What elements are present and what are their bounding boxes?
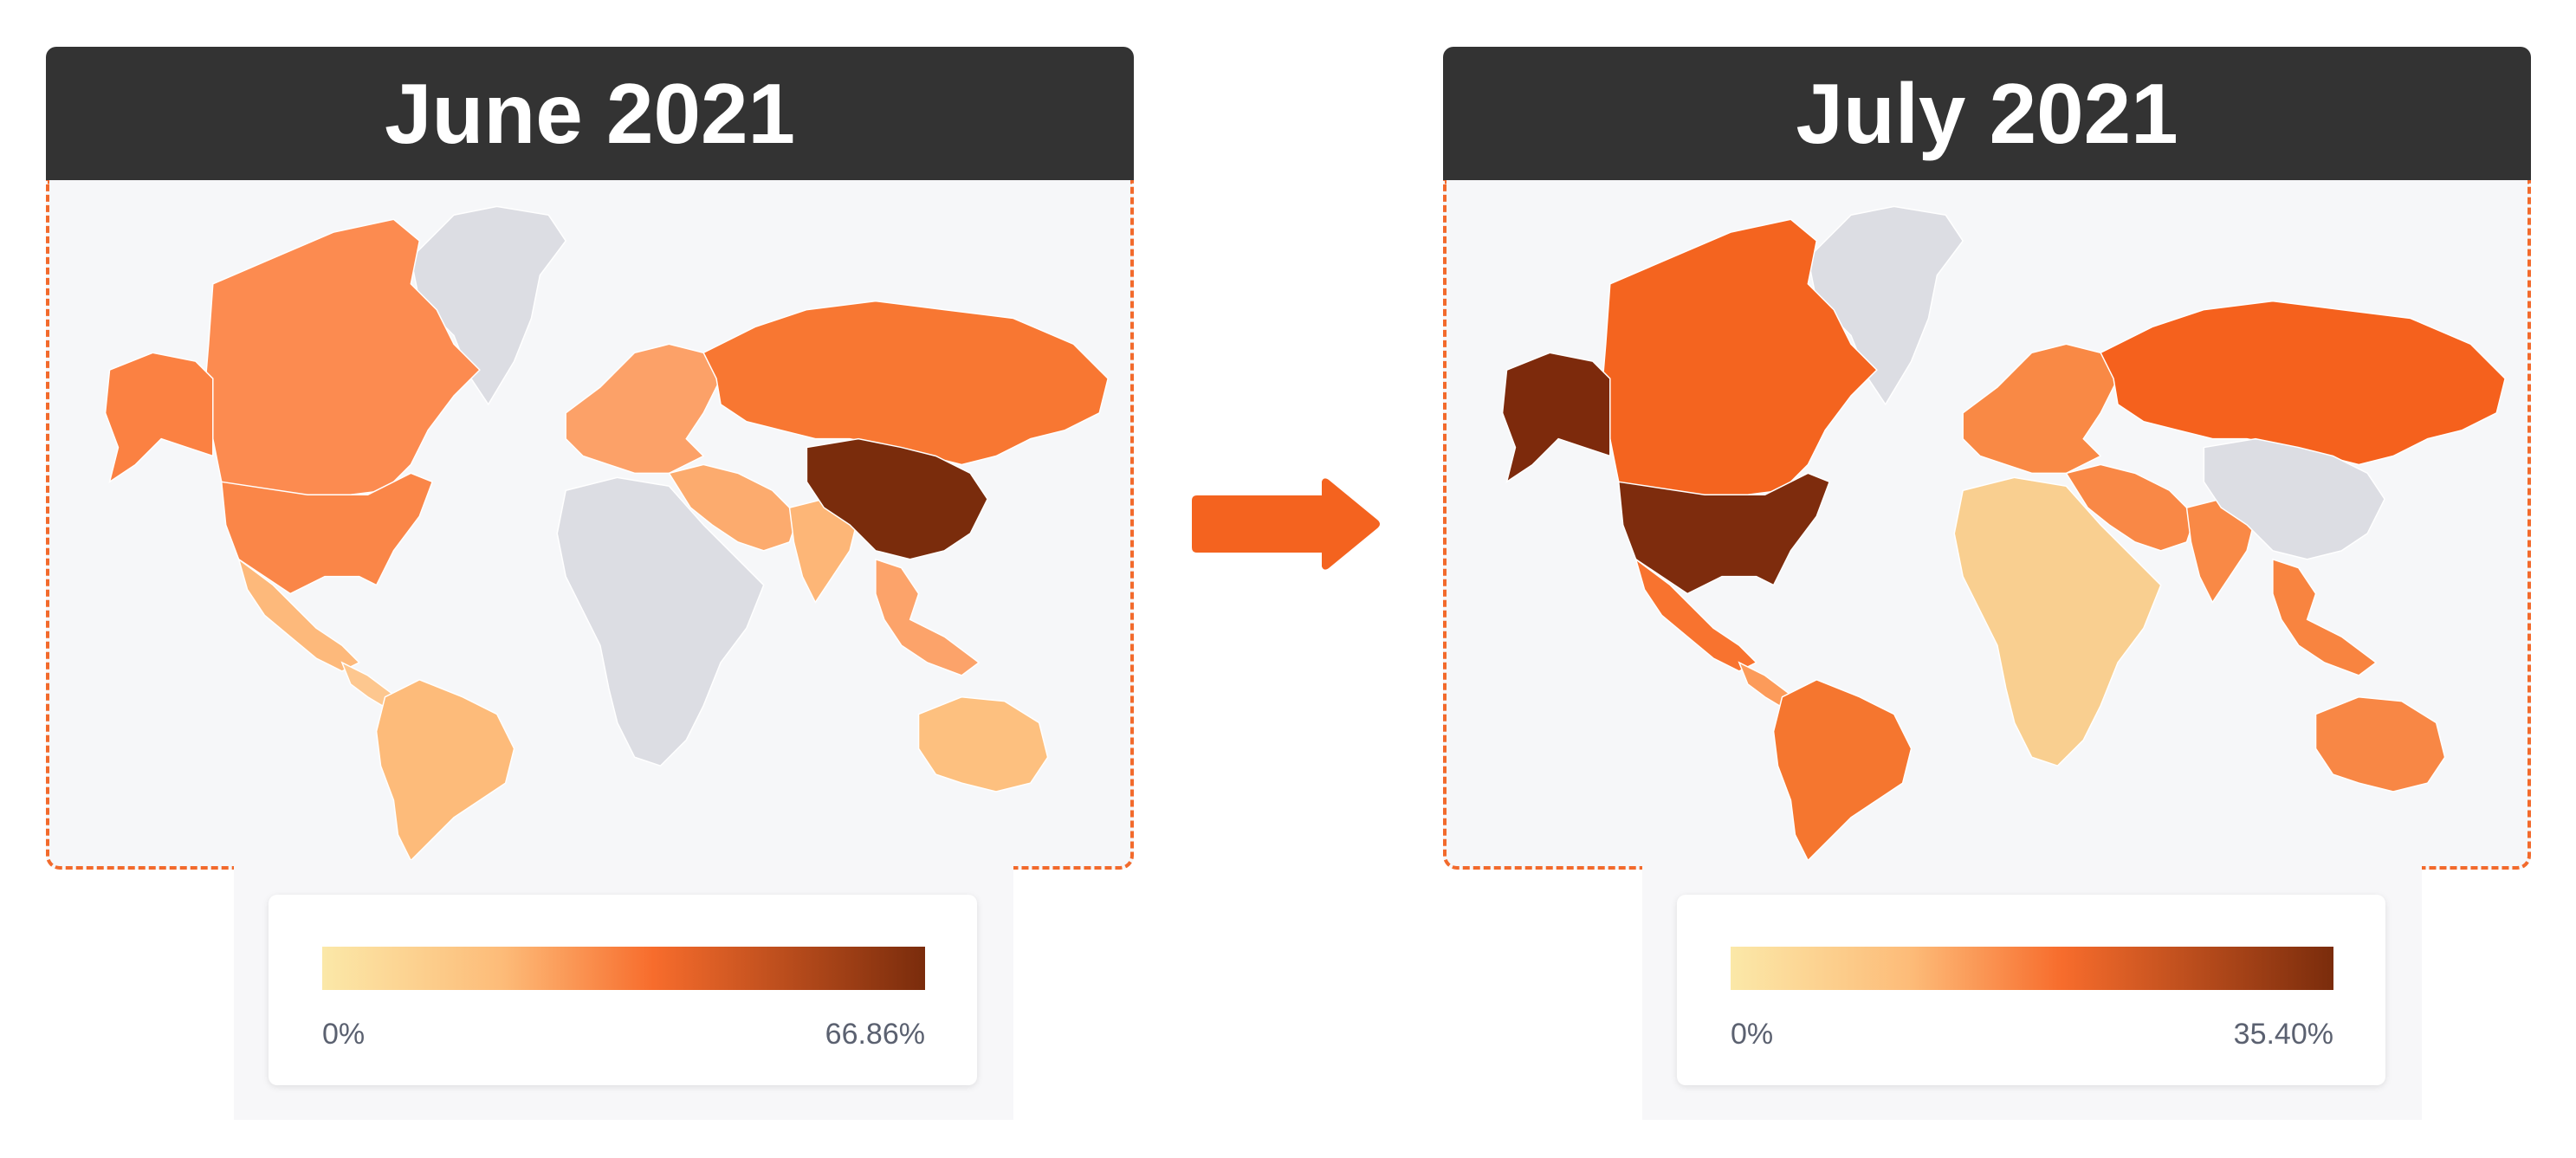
legend-min-label: 0%	[322, 1018, 366, 1051]
panel-title: June 2021	[385, 65, 795, 161]
region-africa	[1953, 476, 2162, 767]
region-middle-east	[668, 463, 799, 552]
region-alaska	[104, 352, 214, 483]
region-europe	[1962, 343, 2119, 475]
panel-title-bar: July 2021	[1443, 47, 2531, 180]
legend-max-label: 66.86%	[825, 1018, 925, 1051]
panel-title-bar: June 2021	[46, 47, 1134, 180]
world-map-svg	[1501, 205, 2506, 862]
region-north-america	[204, 218, 481, 500]
july-legend: 0% 35.40%	[1642, 860, 2422, 1120]
region-south-america	[1772, 679, 1913, 862]
region-middle-east	[2065, 463, 2197, 552]
june-map-panel: June 2021	[46, 47, 1134, 870]
region-south-america	[375, 679, 515, 862]
region-china	[2203, 437, 2385, 560]
arrow-shape	[1192, 478, 1380, 570]
region-europe	[565, 343, 722, 475]
legend-max-label: 35.40%	[2233, 1018, 2333, 1051]
july-map-panel: July 2021	[1443, 47, 2531, 870]
june-legend: 0% 66.86%	[234, 860, 1013, 1120]
region-north-america	[1601, 218, 1878, 500]
region-australia	[2314, 695, 2446, 792]
region-china	[806, 437, 988, 560]
color-scale-bar	[322, 947, 925, 990]
arrow-right-icon	[1192, 478, 1380, 570]
legend-min-label: 0%	[1731, 1018, 1774, 1051]
world-map	[1443, 180, 2531, 870]
region-australia	[917, 695, 1049, 792]
color-scale-bar	[1731, 947, 2333, 990]
region-russia	[2100, 300, 2506, 466]
region-africa	[556, 476, 765, 767]
legend-card: 0% 35.40%	[1677, 895, 2385, 1085]
panel-title: July 2021	[1796, 65, 2178, 161]
region-se-asia	[875, 558, 981, 676]
region-se-asia	[2272, 558, 2378, 676]
region-russia	[702, 300, 1109, 466]
region-alaska	[1501, 352, 1611, 483]
world-map	[46, 180, 1134, 870]
world-map-svg	[104, 205, 1109, 862]
legend-card: 0% 66.86%	[269, 895, 977, 1085]
